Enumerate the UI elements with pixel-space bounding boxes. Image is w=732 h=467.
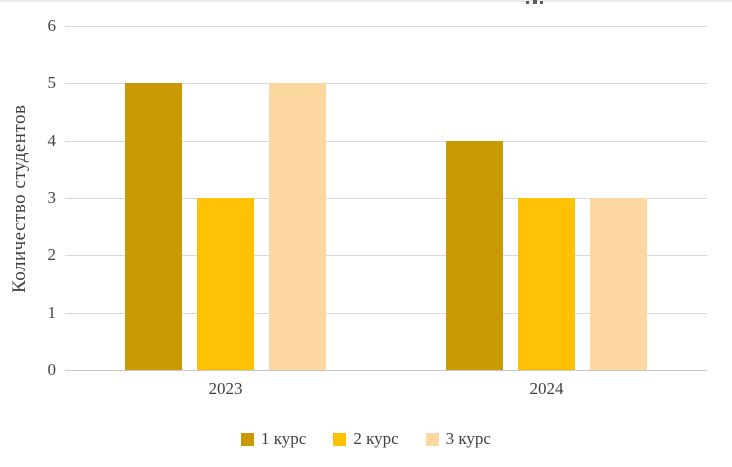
legend: 1 курс 2 курс 3 курс [0, 429, 732, 449]
y-tick-label: 5 [47, 73, 57, 93]
bar-2-курс-2024 [518, 198, 575, 370]
y-tick-label: 1 [47, 302, 57, 322]
legend-item-1-курс: 1 курс [241, 429, 306, 449]
x-category-label: 2023 [208, 379, 243, 398]
legend-label: 1 курс [261, 429, 307, 448]
clipped-text-fragment [526, 0, 546, 5]
bar-3-курс-2023 [269, 83, 326, 370]
y-tick-label: 0 [47, 360, 57, 379]
legend-label: 3 курс [445, 429, 491, 448]
plot-area [65, 26, 707, 371]
gridline [65, 312, 707, 314]
gridline [65, 198, 707, 199]
legend-swatch [241, 432, 254, 446]
y-tick-label: 3 [47, 188, 57, 207]
bar-1-курс-2023 [125, 83, 182, 370]
legend-label: 2 курс [353, 429, 399, 448]
gridline [65, 255, 707, 257]
legend-item-2-курс: 2 курс [333, 429, 399, 449]
y-tick-label: 6 [47, 16, 57, 35]
clipped-top-border [0, 0, 732, 2]
bar-2-курс-2023 [197, 198, 254, 370]
y-tick-label: 4 [47, 130, 57, 150]
y-tick-label: 2 [47, 245, 57, 265]
x-axis-line [65, 370, 707, 371]
bar-3-курс-2024 [590, 198, 647, 370]
legend-item-3-курс: 3 курс [425, 429, 491, 449]
legend-swatch [333, 432, 347, 446]
gridline [65, 26, 707, 27]
bar-1-курс-2024 [446, 140, 503, 370]
x-category-label: 2024 [529, 379, 564, 398]
legend-swatch [425, 432, 439, 446]
gridline [65, 140, 707, 142]
gridline [65, 83, 707, 85]
